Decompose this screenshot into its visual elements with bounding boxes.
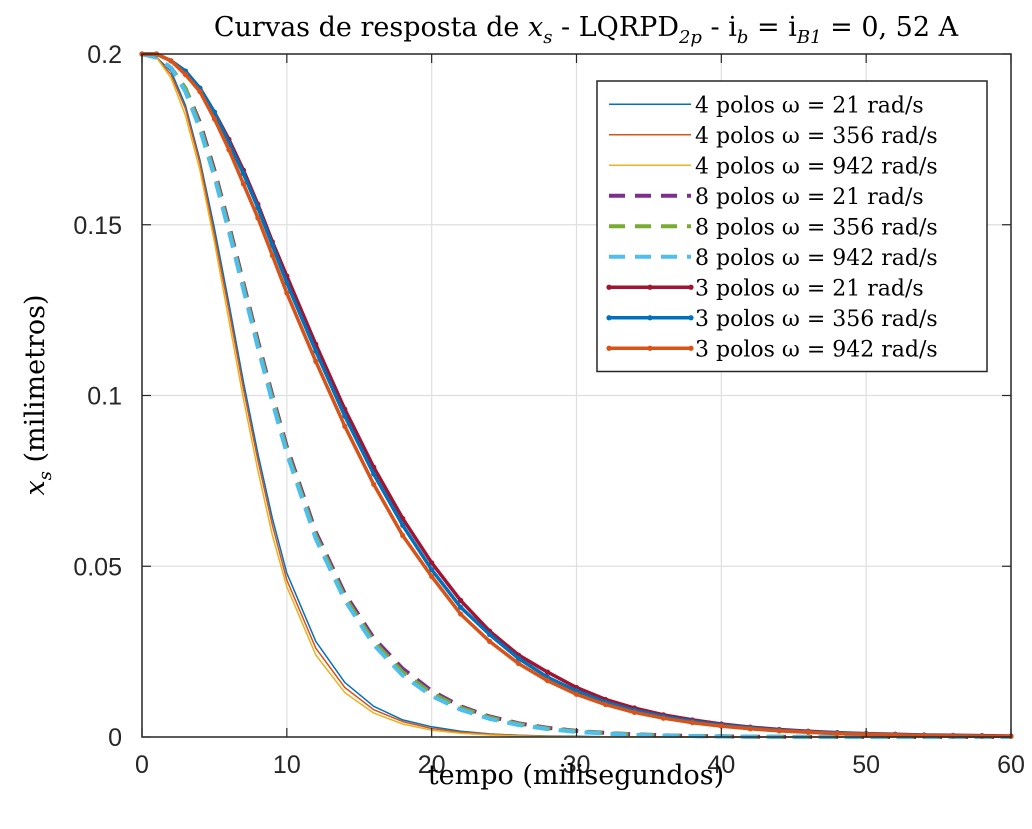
series-9-point xyxy=(226,147,232,153)
legend-label-7: 3 polos ω = 21 rad/s xyxy=(695,276,924,301)
series-8-point xyxy=(255,205,261,211)
x-tick-label: 60 xyxy=(997,751,1025,779)
series-9-point xyxy=(211,116,218,122)
legend: 4 polos ω = 21 rad/s 4 polos ω = 356 rad/… xyxy=(596,80,988,373)
series-8-point xyxy=(487,631,493,638)
series-9-point xyxy=(240,181,246,187)
legend-marker xyxy=(647,284,653,290)
series-9-point xyxy=(631,709,638,716)
series-8-point xyxy=(269,242,275,248)
series-line-6 xyxy=(141,52,1011,739)
y-axis-label: xs (milimetros) xyxy=(20,294,56,495)
y-tick-label: 0.2 xyxy=(87,41,122,69)
legend-label-9: 3 polos ω = 942 rad/s xyxy=(695,337,938,362)
series-9-point xyxy=(515,660,522,667)
legend-label-8: 3 polos ω = 356 rad/s xyxy=(695,307,938,332)
y-tick-label: 0.1 xyxy=(87,383,122,411)
series-line-9 xyxy=(140,52,1013,739)
legend-marker xyxy=(688,315,694,321)
x-tick-label: 30 xyxy=(563,751,591,779)
series-7-point xyxy=(458,597,464,604)
series-8-point xyxy=(429,567,435,573)
legend-marker xyxy=(606,284,612,290)
series-8-point xyxy=(400,522,406,528)
series-9-point xyxy=(342,423,348,429)
series-9-point xyxy=(371,481,377,487)
legend-marker xyxy=(606,345,612,351)
x-axis-label: tempo (milisegundos) xyxy=(428,760,724,791)
series-9-point xyxy=(313,358,319,364)
legend-marker xyxy=(647,345,653,351)
series-9-point xyxy=(269,252,275,259)
series-9-point xyxy=(400,532,406,539)
series-9-point xyxy=(544,678,551,684)
series-9-point xyxy=(182,71,189,78)
series-8-point xyxy=(313,348,319,354)
series-9-point xyxy=(573,691,580,697)
x-tick-label: 20 xyxy=(418,751,446,779)
series-9-point xyxy=(660,715,667,721)
legend-label-5: 8 polos ω = 356 rad/s xyxy=(695,215,938,240)
legend-marker xyxy=(688,345,694,351)
series-9-point xyxy=(487,638,493,644)
series-8-point xyxy=(240,170,246,177)
x-tick-label: 0 xyxy=(135,751,149,779)
series-9-point xyxy=(284,290,290,296)
x-tick-label: 40 xyxy=(707,751,735,779)
series-9-point xyxy=(950,733,956,739)
series-8-point xyxy=(458,604,464,610)
series-9-point xyxy=(776,728,782,734)
series-9-point xyxy=(805,729,811,735)
x-tick-label: 50 xyxy=(852,751,880,779)
series-9-point xyxy=(458,611,464,617)
series-8-point xyxy=(515,655,522,662)
series-9-point xyxy=(689,720,695,726)
series-7-point xyxy=(544,669,551,675)
y-tick-label: 0.05 xyxy=(73,553,122,581)
series-9-point xyxy=(168,58,174,64)
y-tick-label: 0 xyxy=(108,724,122,752)
series-9-point xyxy=(834,730,840,737)
legend-label-6: 8 polos ω = 942 rad/s xyxy=(695,246,938,271)
legend-label-4: 8 polos ω = 21 rad/s xyxy=(695,185,924,210)
series-9-point xyxy=(602,701,609,708)
series-9-point xyxy=(429,573,435,580)
series-9-point xyxy=(197,88,203,95)
x-tick-label: 10 xyxy=(273,751,301,779)
series-8-point xyxy=(371,471,377,477)
series-9-point xyxy=(255,215,261,221)
legend-marker xyxy=(647,315,653,321)
legend-label-2: 4 polos ω = 356 rad/s xyxy=(695,124,938,149)
series-8-point xyxy=(342,413,348,419)
legend-label-1: 4 polos ω = 21 rad/s xyxy=(695,93,924,118)
series-7-point xyxy=(429,560,435,566)
axis-ticks: 0 10 20 30 40 50 60 0 0.05 0.1 0.15 0.2 xyxy=(73,41,1025,779)
series-8-point xyxy=(284,280,290,286)
legend-label-3: 4 polos ω = 942 rad/s xyxy=(695,154,938,179)
series-9-point xyxy=(747,726,753,732)
chart-title: Curvas de resposta de xs - LQRPD2p - ib … xyxy=(214,12,959,48)
legend-marker xyxy=(606,315,612,321)
y-tick-label: 0.15 xyxy=(73,212,122,240)
series-9-point xyxy=(718,723,724,729)
legend-marker xyxy=(688,284,694,290)
